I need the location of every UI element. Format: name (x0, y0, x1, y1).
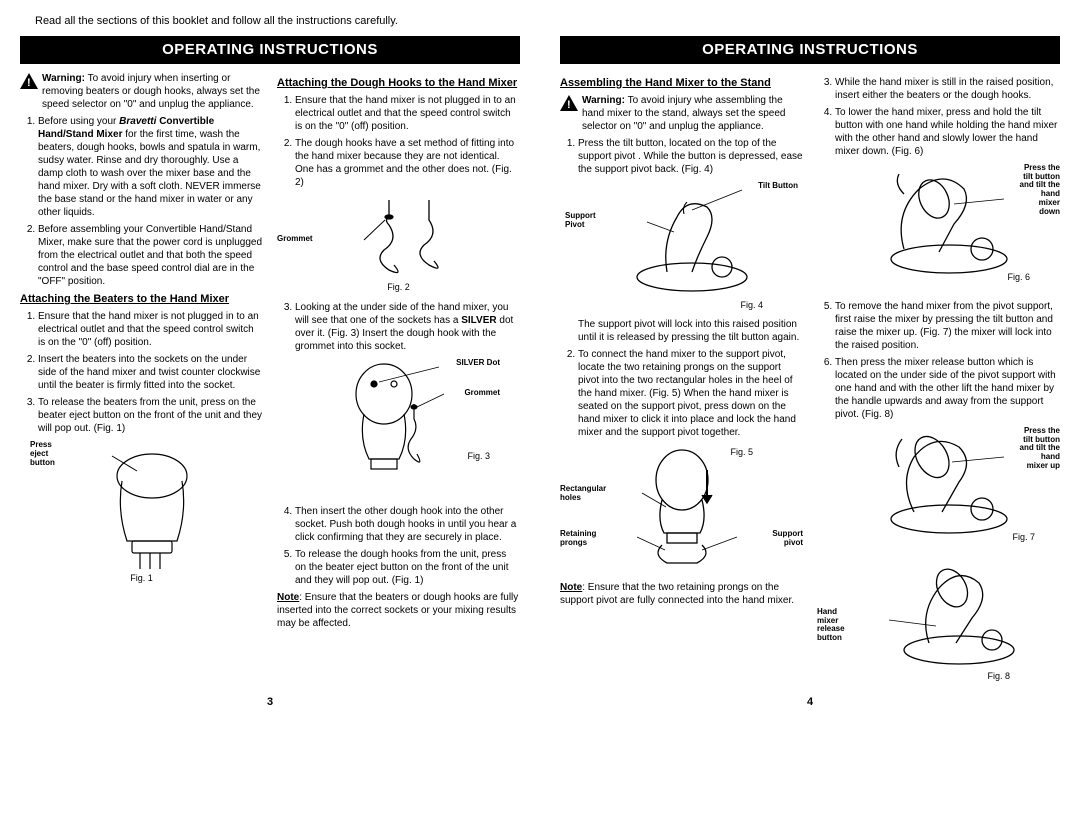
fig1-caption: Fig. 1 (20, 573, 263, 585)
fig5-caption: Fig. 5 (730, 447, 753, 459)
fig4-label-a: Tilt Button (758, 182, 798, 191)
p3a-list2: Ensure that the hand mixer is not plugge… (20, 310, 263, 435)
warning-icon (20, 73, 38, 89)
fig4-caption: Fig. 4 (740, 300, 763, 312)
note-block: Note: Ensure that the beaters or dough h… (277, 591, 520, 630)
pages-container: OPERATING INSTRUCTIONS Warning: To avoid… (20, 36, 1060, 709)
fig4-label-b: Support Pivot (565, 212, 596, 230)
list-item: Looking at the under side of the hand mi… (295, 301, 520, 353)
p4a-list2: To connect the hand mixer to the support… (560, 348, 803, 439)
p4b-list2: To remove the hand mixer from the pivot … (817, 300, 1060, 421)
intro-text: Read all the sections of this booklet an… (35, 14, 1060, 28)
list-item: Then press the mixer release button whic… (835, 356, 1060, 421)
warning-icon (560, 95, 578, 111)
fig7-svg (844, 427, 1034, 537)
fig1-svg (72, 441, 212, 571)
p3b-list2: Looking at the under side of the hand mi… (277, 301, 520, 353)
list-item: Before using your Bravetti Convertible H… (38, 115, 263, 219)
list-item: The dough hooks have a set method of fit… (295, 137, 520, 189)
list-item: While the hand mixer is still in the rai… (835, 76, 1060, 102)
p3b-list1: Ensure that the hand mixer is not plugge… (277, 94, 520, 189)
warning-text: Warning: To avoid injury when inserting … (42, 72, 263, 111)
fig3-caption: Fig. 3 (467, 451, 490, 463)
page-number-3: 3 (20, 695, 520, 709)
list-item: To release the dough hooks from the unit… (295, 548, 520, 587)
warning-block: Warning: To avoid injury whe assembling … (560, 94, 803, 133)
fig2-svg (319, 195, 479, 280)
figure-2: Grommet Fig. 2 (277, 195, 520, 295)
p4a-list1: Press the tilt button, located on the to… (560, 137, 803, 176)
list-item: To connect the hand mixer to the support… (578, 348, 803, 439)
banner-right: OPERATING INSTRUCTIONS (560, 36, 1060, 64)
fig2-caption: Fig. 2 (277, 282, 520, 294)
fig7-caption: Fig. 7 (1012, 532, 1035, 544)
fig4-svg (592, 182, 772, 297)
list-item: To lower the hand mixer, press and hold … (835, 106, 1060, 158)
section-title-assemble: Assembling the Hand Mixer to the Stand (560, 76, 803, 90)
p4-col-a: Assembling the Hand Mixer to the Stand W… (560, 72, 803, 689)
note-block: Note: Ensure that the two retaining pron… (560, 581, 803, 607)
fig5-label-b: Retaining prongs (560, 530, 596, 548)
p4b-list1: While the hand mixer is still in the rai… (817, 76, 1060, 158)
para: The support pivot will lock into this ra… (578, 318, 803, 344)
p3a-list1: Before using your Bravetti Convertible H… (20, 115, 263, 288)
fig6-svg (844, 164, 1034, 279)
page-3: OPERATING INSTRUCTIONS Warning: To avoid… (20, 36, 520, 709)
figure-3: SILVER Dot Grommet (277, 359, 520, 499)
list-item: Then insert the other dough hook into th… (295, 505, 520, 544)
fig5-svg (592, 445, 772, 570)
fig8-svg (844, 558, 1034, 668)
figure-8: Hand mixer release button Fig. 8 (817, 558, 1060, 683)
fig5-label-a: Rectangular holes (560, 485, 606, 503)
fig8-caption: Fig. 8 (987, 671, 1010, 683)
figure-1: Press eject button Fig. 1 (20, 441, 263, 591)
fig6-caption: Fig. 6 (1007, 272, 1030, 284)
list-item: Ensure that the hand mixer is not plugge… (38, 310, 263, 349)
p3b-list3: Then insert the other dough hook into th… (277, 505, 520, 587)
p3-col-b: Attaching the Dough Hooks to the Hand Mi… (277, 72, 520, 689)
banner-left: OPERATING INSTRUCTIONS (20, 36, 520, 64)
warning-block: Warning: To avoid injury when inserting … (20, 72, 263, 111)
warning-text: Warning: To avoid injury whe assembling … (582, 94, 803, 133)
figure-6: Press the tilt button and tilt the hand … (817, 164, 1060, 294)
list-item: Before assembling your Convertible Hand/… (38, 223, 263, 288)
figure-7: Press the tilt button and tilt the hand … (817, 427, 1060, 552)
figure-5: Fig. 5 Rectangular holes Retaining prong… (560, 445, 803, 575)
fig5-label-c: Support pivot (772, 530, 803, 548)
fig1-label: Press eject button (30, 441, 55, 467)
figure-4: Tilt Button Support Pivot Fig. 4 (560, 182, 803, 312)
page-number-4: 4 (560, 695, 1060, 709)
fig3-label-b: Grommet (464, 389, 500, 398)
fig6-label: Press the tilt button and tilt the hand … (1020, 164, 1060, 217)
fig8-label: Hand mixer release button (817, 608, 845, 643)
fig3-label-a: SILVER Dot (456, 359, 500, 368)
section-title-beaters: Attaching the Beaters to the Hand Mixer (20, 292, 263, 306)
page-4: OPERATING INSTRUCTIONS Assembling the Ha… (560, 36, 1060, 709)
list-item: To remove the hand mixer from the pivot … (835, 300, 1060, 352)
p3-col-a: Warning: To avoid injury when inserting … (20, 72, 263, 689)
fig7-label: Press the tilt button and tilt the hand … (1020, 427, 1060, 471)
list-item: Press the tilt button, located on the to… (578, 137, 803, 176)
list-item: Ensure that the hand mixer is not plugge… (295, 94, 520, 133)
list-item: Insert the beaters into the sockets on t… (38, 353, 263, 392)
fig3-svg (319, 359, 479, 484)
section-title-dough: Attaching the Dough Hooks to the Hand Mi… (277, 76, 520, 90)
p4-col-b: While the hand mixer is still in the rai… (817, 72, 1060, 689)
list-item: To release the beaters from the unit, pr… (38, 396, 263, 435)
fig2-label: Grommet (277, 235, 313, 244)
